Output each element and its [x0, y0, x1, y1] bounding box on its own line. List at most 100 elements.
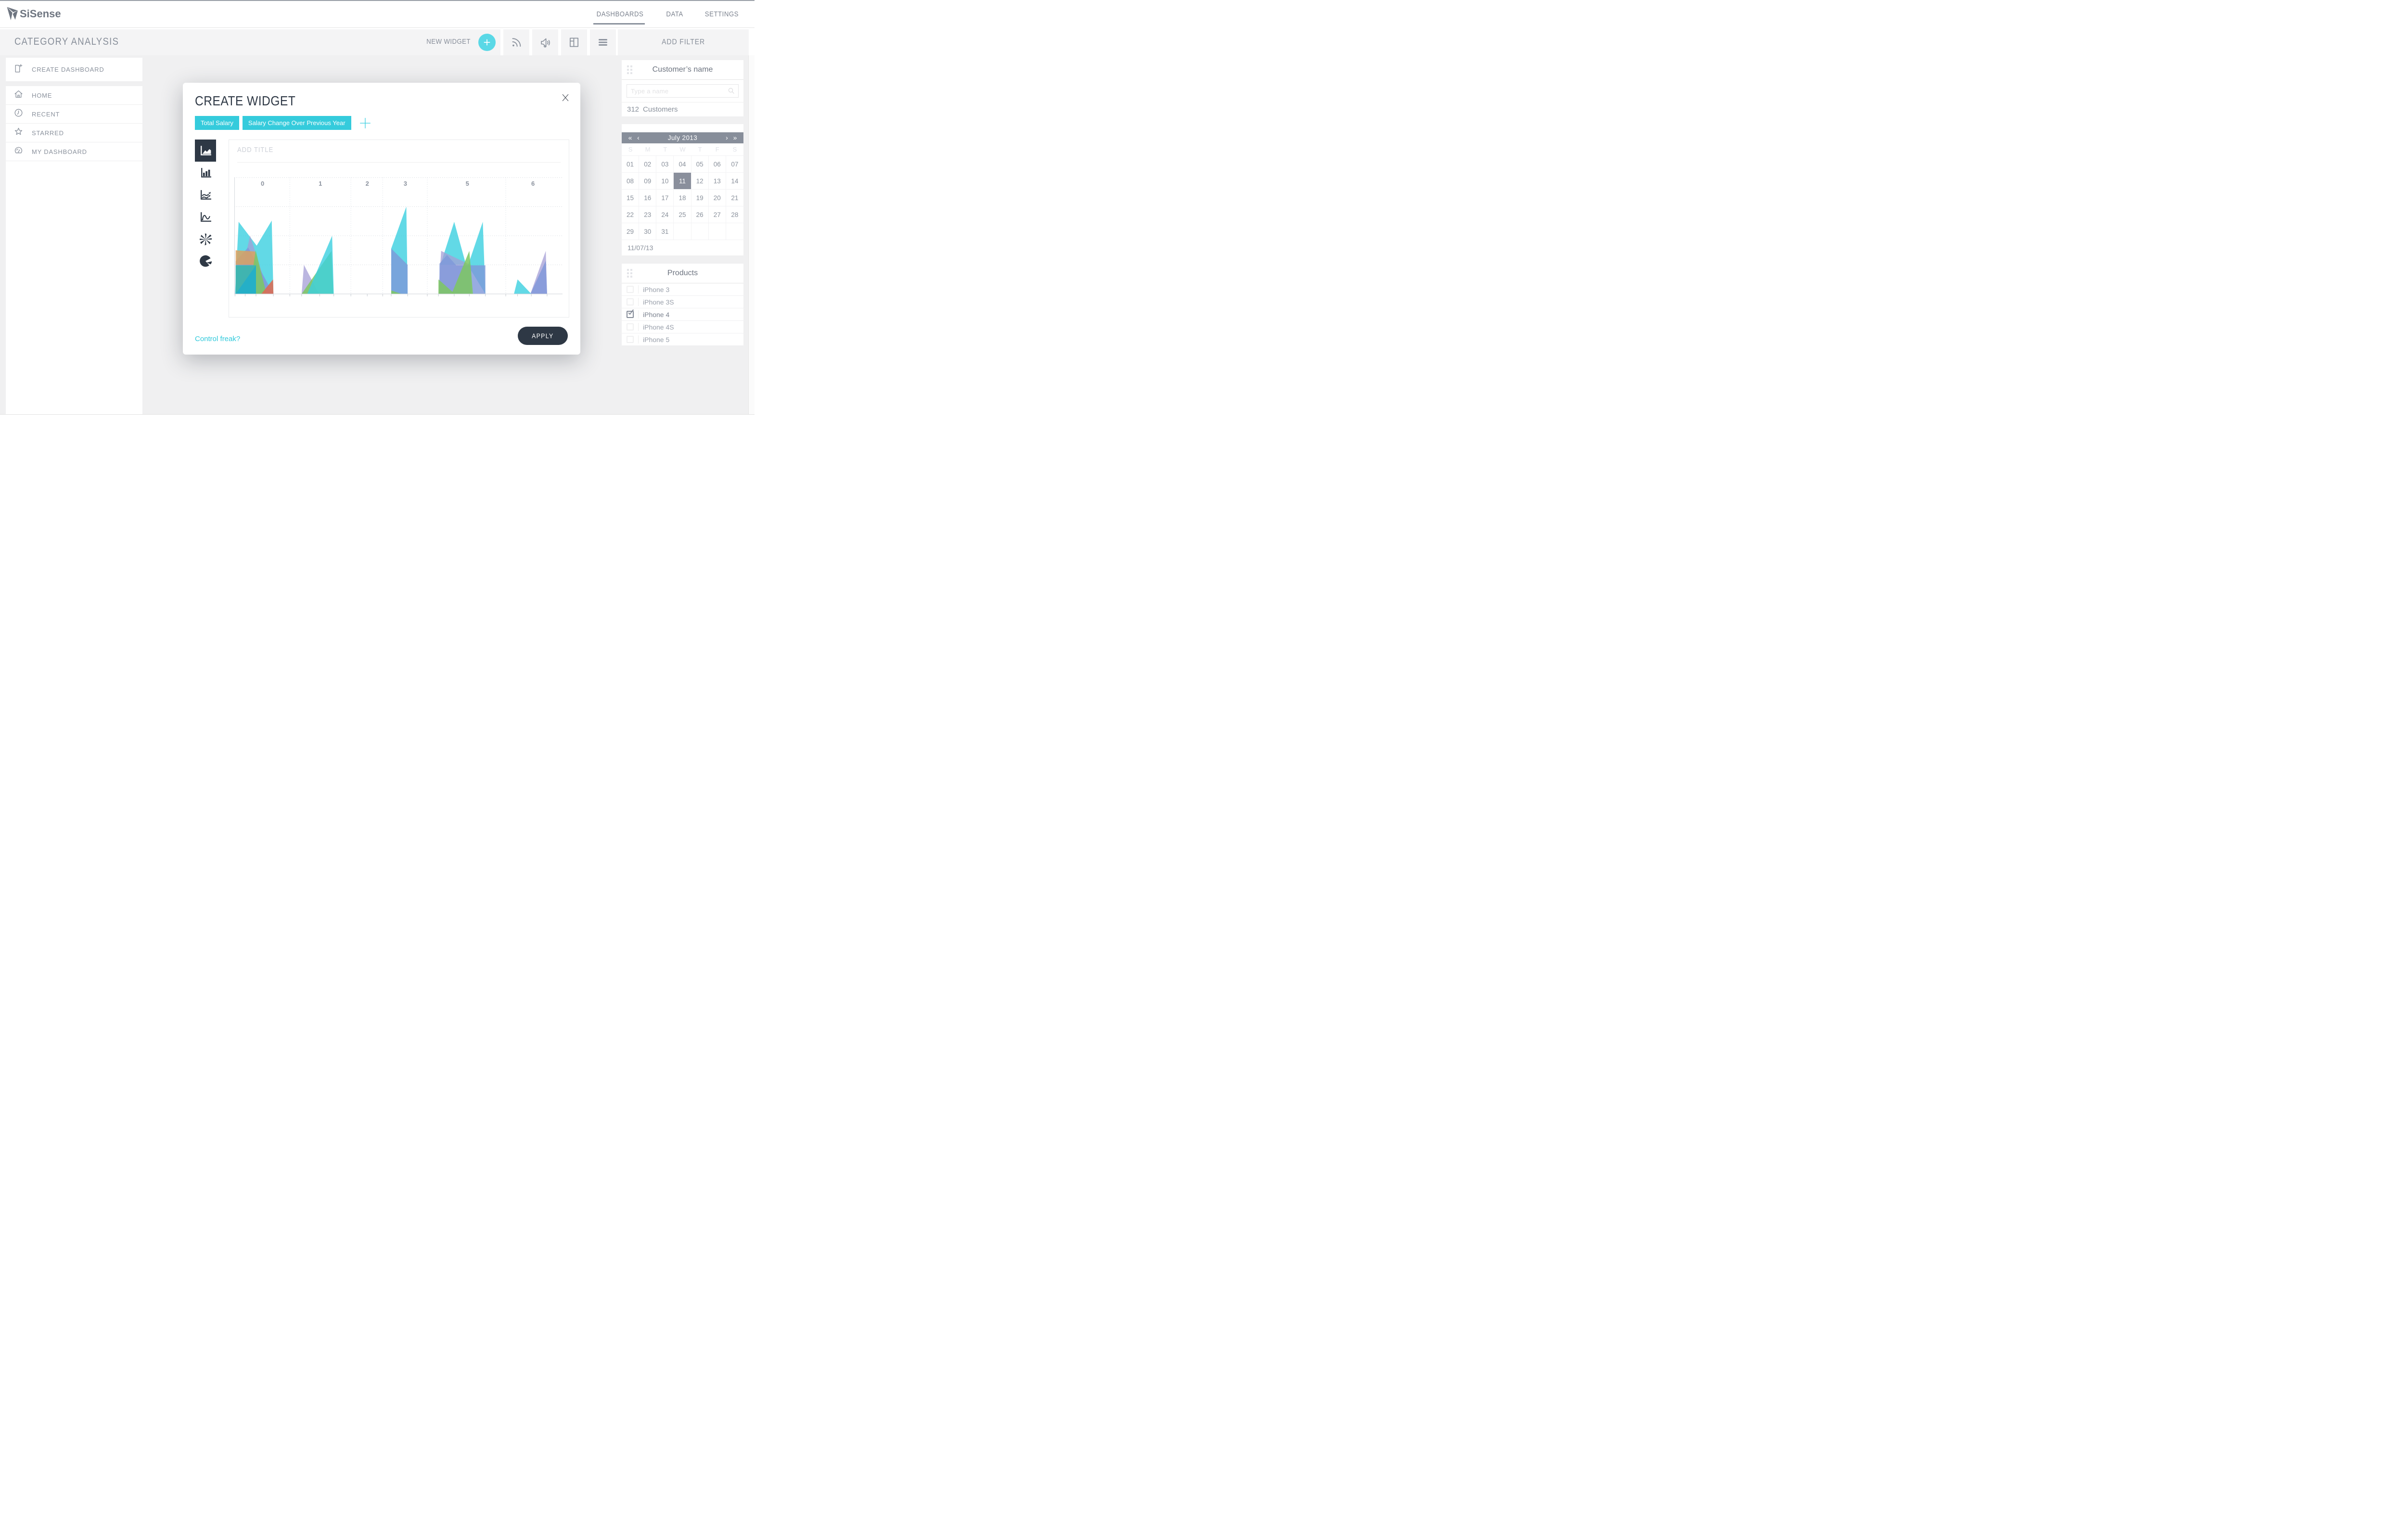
sidebar: CREATE DASHBOARD HOME RECENT STARRED MY … — [6, 58, 142, 415]
calendar-day-02[interactable]: 02 — [639, 156, 657, 173]
checkbox-icon[interactable] — [627, 298, 634, 305]
chart-type-line-chart-icon[interactable] — [195, 184, 216, 206]
sidebar-item-my-dashboard[interactable]: MY DASHBOARD — [6, 142, 142, 161]
add-filter-header[interactable]: ADD FILTER — [618, 29, 749, 55]
calendar-day-04[interactable]: 04 — [674, 156, 691, 173]
sidebar-item-home[interactable]: HOME — [6, 86, 142, 105]
calendar-day-27[interactable]: 27 — [708, 206, 726, 223]
calendar-day-24[interactable]: 24 — [656, 206, 674, 223]
scrollbar-track[interactable] — [748, 55, 755, 415]
calendar-day-30[interactable]: 30 — [639, 223, 657, 240]
product-row-iphone-3[interactable]: iPhone 3 — [622, 283, 743, 296]
menu-icon[interactable] — [590, 29, 616, 55]
calendar-day-10[interactable]: 10 — [656, 173, 674, 190]
layout-columns-icon[interactable] — [561, 29, 587, 55]
calendar-grid: 01 02 03 04 05 06 07 08 09 10 11 12 13 14 15 16 17 18 19 20… — [622, 155, 743, 240]
apply-button[interactable]: APPLY — [518, 327, 568, 345]
new-widget-button[interactable]: NEW WIDGET — [426, 38, 471, 46]
product-row-iphone-4[interactable]: iPhone 4 — [622, 308, 743, 321]
new-widget-plus-button[interactable] — [478, 34, 496, 51]
product-label: iPhone 3S — [643, 298, 674, 306]
chart-type-pie-chart-icon[interactable] — [195, 250, 216, 272]
rss-icon[interactable] — [503, 29, 529, 55]
calendar-day-26[interactable]: 26 — [691, 206, 709, 223]
checkbox-icon[interactable] — [627, 323, 634, 331]
checkbox-icon[interactable] — [627, 336, 634, 343]
calendar-day-17[interactable]: 17 — [656, 190, 674, 206]
calendar-day-06[interactable]: 06 — [708, 156, 726, 173]
search-icon[interactable] — [727, 87, 736, 98]
weekday-label: S — [732, 146, 737, 153]
calendar-day-20[interactable]: 20 — [708, 190, 726, 206]
calendar-day-25[interactable]: 25 — [674, 206, 691, 223]
checkbox-icon[interactable] — [627, 286, 634, 293]
chart-type-bar-chart-icon[interactable] — [195, 162, 216, 184]
calendar-prev-month-icon[interactable]: ‹ — [637, 134, 640, 141]
close-icon[interactable] — [560, 92, 571, 103]
calendar-day-21[interactable]: 21 — [726, 190, 743, 206]
weekday-label: T — [698, 146, 702, 153]
checkbox-checked-icon[interactable] — [627, 309, 634, 318]
toolbar-main: CATEGORY ANALYSIS NEW WIDGET — [0, 29, 500, 55]
calendar-prev-year-icon[interactable]: « — [628, 134, 632, 141]
field-tag[interactable]: Total Salary — [195, 116, 239, 130]
filter-card-customer: Customer’s name Type a name 312 Customer… — [622, 60, 743, 116]
drag-handle-icon[interactable] — [627, 65, 632, 74]
drag-handle-icon[interactable] — [627, 269, 632, 278]
calendar-month-label: July 2013 — [667, 134, 698, 141]
calendar-next-year-icon[interactable]: » — [733, 134, 737, 141]
widget-title-input[interactable]: ADD TITLE — [237, 146, 561, 163]
calendar-day-15[interactable]: 15 — [622, 190, 640, 206]
megaphone-icon[interactable] — [532, 29, 558, 55]
chart-type-area-chart-icon[interactable] — [195, 140, 216, 162]
calendar-day-18[interactable]: 18 — [674, 190, 691, 206]
chart-type-burst-chart-icon[interactable] — [195, 228, 216, 250]
calendar-day-11[interactable]: 11 — [674, 173, 691, 190]
sidebar-item-recent[interactable]: RECENT — [6, 105, 142, 124]
calendar-day-07[interactable]: 07 — [726, 156, 743, 173]
calendar-day-09[interactable]: 09 — [639, 173, 657, 190]
calendar-day-01[interactable]: 01 — [622, 156, 640, 173]
nav-item-settings[interactable]: SETTINGS — [704, 10, 739, 18]
calendar-day-16[interactable]: 16 — [639, 190, 657, 206]
toolbar: CATEGORY ANALYSIS NEW WIDGET ADD FILTER — [0, 29, 755, 55]
calendar-next-month-icon[interactable]: › — [726, 134, 728, 141]
calendar-day-29[interactable]: 29 — [622, 223, 640, 240]
weekday-label: S — [628, 146, 633, 153]
product-label: iPhone 3 — [643, 285, 670, 293]
chart-type-spline-chart-icon[interactable] — [195, 206, 216, 228]
nav-item-data[interactable]: DATA — [666, 10, 683, 18]
product-row-iphone-5[interactable]: iPhone 5 — [622, 333, 743, 345]
calendar-day-12[interactable]: 12 — [691, 173, 709, 190]
nav-item-dashboards[interactable]: DASHBOARDS — [593, 10, 647, 25]
product-row-iphone-4s[interactable]: iPhone 4S — [622, 321, 743, 333]
search-placeholder: Type a name — [631, 88, 669, 95]
calendar-day-08[interactable]: 08 — [622, 173, 640, 190]
search-row: Type a name — [622, 80, 743, 102]
calendar-day-05[interactable]: 05 — [691, 156, 709, 173]
svg-text:2: 2 — [366, 180, 369, 187]
svg-text:1: 1 — [319, 180, 322, 187]
sidebar-item-label: HOME — [32, 91, 52, 99]
search-input[interactable]: Type a name — [627, 84, 739, 98]
calendar-day-19[interactable]: 19 — [691, 190, 709, 206]
sisense-logo[interactable]: SiSense — [6, 6, 61, 21]
calendar-day-03[interactable]: 03 — [656, 156, 674, 173]
svg-text:3: 3 — [404, 180, 407, 187]
calendar-day-31[interactable]: 31 — [656, 223, 674, 240]
calendar-day-13[interactable]: 13 — [708, 173, 726, 190]
calendar-day-28[interactable]: 28 — [726, 206, 743, 223]
add-field-icon[interactable] — [359, 117, 371, 129]
sidebar-item-create-dashboard[interactable]: CREATE DASHBOARD — [6, 58, 142, 82]
calendar-day-22[interactable]: 22 — [622, 206, 640, 223]
field-tag[interactable]: Salary Change Over Previous Year — [242, 116, 351, 130]
svg-text:5: 5 — [466, 180, 469, 187]
calendar-day-14[interactable]: 14 — [726, 173, 743, 190]
home-icon — [13, 89, 24, 102]
product-row-iphone-3s[interactable]: iPhone 3S — [622, 296, 743, 308]
calendar-day-23[interactable]: 23 — [639, 206, 657, 223]
modal-title: CREATE WIDGET — [195, 93, 296, 108]
sidebar-item-starred[interactable]: STARRED — [6, 124, 142, 142]
svg-text:6: 6 — [531, 180, 535, 187]
control-freak-link[interactable]: Control freak? — [195, 335, 241, 343]
